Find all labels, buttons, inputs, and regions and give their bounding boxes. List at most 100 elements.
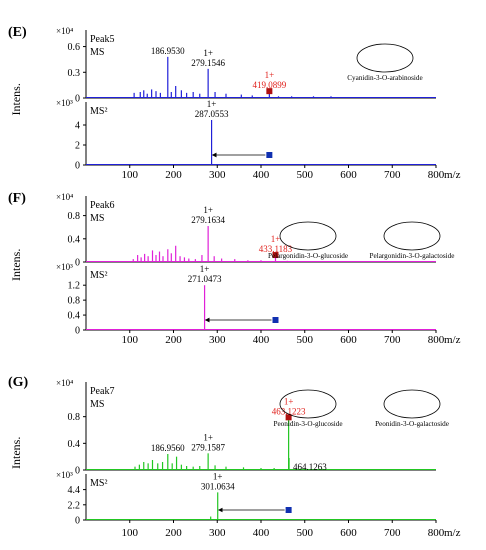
peak-label: 279.1546 <box>191 58 225 68</box>
compound-name: Peonidin-3-O-glucoside <box>273 420 342 428</box>
ms2-subplot: ×10³ MS² 0 0.4 0.8 1.2 1+271.0473 <box>56 262 436 337</box>
x-tick-label: 200 <box>165 169 182 181</box>
precursor-marker <box>272 252 279 259</box>
peak-label: 186.9560 <box>151 443 185 453</box>
x-tick-label: 300 <box>209 527 226 539</box>
peak-label: 463.1223 <box>272 406 306 416</box>
y-tick-label: 2.2 <box>68 500 81 511</box>
structure-sketch <box>383 221 441 251</box>
ms-subplot: ×10⁴Peak7MS00.40.8186.95601+279.15871+46… <box>56 378 436 477</box>
peak-label: 1+ <box>203 205 213 215</box>
structure-sketch <box>383 389 441 419</box>
panel-label: (G) <box>8 375 29 390</box>
precursor-marker-blue <box>285 507 292 513</box>
peak-label: 419.0899 <box>252 80 286 90</box>
peak-label: 1+ <box>213 471 223 481</box>
y-axis-label: Intens. <box>9 437 23 469</box>
x-tick-label: 500 <box>297 527 314 539</box>
precursor-marker-blue <box>266 152 273 158</box>
y-tick-label: 0 <box>75 466 80 477</box>
x-tick-label: 200 <box>165 334 182 346</box>
x-unit-label: m/z <box>444 169 461 181</box>
scale-label: ×10³ <box>56 262 73 272</box>
compound-name: Peonidin-3-O-galactoside <box>375 420 449 428</box>
peak-label: 1+ <box>203 48 213 58</box>
x-tick-label: 400 <box>253 334 270 346</box>
x-tick-label: 500 <box>297 169 314 181</box>
x-tick-label: 800 <box>428 334 445 346</box>
y-tick-label: 4.4 <box>68 485 81 496</box>
peak-label: 279.1634 <box>191 215 225 225</box>
subplot-tag: Peak5 <box>90 34 114 45</box>
y-axis-label: Intens. <box>9 249 23 281</box>
subplot-tag: MS² <box>90 106 107 117</box>
peak-label: 1+ <box>265 70 275 80</box>
peak-label: 433.1183 <box>259 244 293 254</box>
compound-name: Pelargonidin-3-O-glucoside <box>268 252 348 260</box>
precursor-marker <box>266 88 273 95</box>
structure-sketch <box>279 221 337 251</box>
x-tick-label: 300 <box>209 334 226 346</box>
y-tick-label: 0.4 <box>68 234 81 245</box>
y-tick-label: 4 <box>75 121 80 132</box>
scale-label: ×10⁴ <box>56 26 73 36</box>
y-tick-label: 0.6 <box>68 42 81 53</box>
subplot-tag: MS² <box>90 270 107 281</box>
x-tick-label: 400 <box>253 169 270 181</box>
x-tick-label: 600 <box>340 527 357 539</box>
scale-label: ×10⁴ <box>56 192 73 202</box>
compound-name: Pelargonidin-3-O-galactoside <box>370 252 455 260</box>
x-tick-label: 800 <box>428 527 445 539</box>
y-tick-label: 0 <box>75 326 80 337</box>
y-tick-label: 0.8 <box>68 211 81 222</box>
peak-label: 1+ <box>271 234 281 244</box>
x-tick-label: 700 <box>384 169 401 181</box>
x-tick-label: 300 <box>209 169 226 181</box>
subplot-subtag: MS <box>90 47 104 58</box>
scale-label: ×10³ <box>56 470 73 480</box>
structure-sketch <box>356 43 414 73</box>
x-tick-label: 500 <box>297 334 314 346</box>
x-tick-label: 700 <box>384 527 401 539</box>
panel-label: (E) <box>8 25 27 40</box>
y-tick-label: 0.8 <box>68 296 81 307</box>
y-tick-label: 0 <box>75 94 80 105</box>
ms2-subplot: ×10³ MS² 0 2 4 1+287.0553 <box>56 98 436 172</box>
peak-label: 1+ <box>203 432 213 442</box>
peak-label: 1+ <box>284 396 294 406</box>
y-tick-label: 2 <box>75 141 80 152</box>
peak-label: 287.0553 <box>195 109 229 119</box>
x-tick-label: 400 <box>253 527 270 539</box>
structure-sketch <box>279 389 337 419</box>
y-tick-label: 1.2 <box>68 281 81 292</box>
x-tick-label: 800 <box>428 169 445 181</box>
y-tick-label: 0 <box>75 161 80 172</box>
subplot-tag: Peak6 <box>90 200 114 211</box>
peak-label: 271.0473 <box>188 274 222 284</box>
peak-label: 1+ <box>200 264 210 274</box>
precursor-marker <box>285 414 292 421</box>
y-tick-label: 0 <box>75 516 80 527</box>
ms2-subplot: ×10³ MS² 0 2.2 4.4 1+301.0634 <box>56 470 436 527</box>
x-tick-label: 600 <box>340 334 357 346</box>
compound-name: Cyanidin-3-O-arabinoside <box>347 74 422 82</box>
panel-F: (F) ×10⁴Peak6MS00.40.81+279.16341+433.118… <box>8 191 461 346</box>
panel-G: (G) ×10⁴Peak7MS00.40.8186.95601+279.15871… <box>8 375 461 539</box>
scale-label: ×10⁴ <box>56 378 73 388</box>
subplot-tag: MS² <box>90 478 107 489</box>
peak-label: 464.1263 <box>293 462 327 472</box>
x-unit-label: m/z <box>444 334 461 346</box>
subplot-subtag: MS <box>90 399 104 410</box>
panel-label: (F) <box>8 191 26 206</box>
peak-label: 186.9530 <box>151 46 185 56</box>
precursor-marker-blue <box>272 317 279 323</box>
y-tick-label: 0 <box>75 258 80 269</box>
x-tick-label: 100 <box>122 169 139 181</box>
peak-label: 1+ <box>207 99 217 109</box>
x-tick-label: 600 <box>340 169 357 181</box>
x-tick-label: 700 <box>384 334 401 346</box>
y-tick-label: 0.3 <box>68 68 81 79</box>
